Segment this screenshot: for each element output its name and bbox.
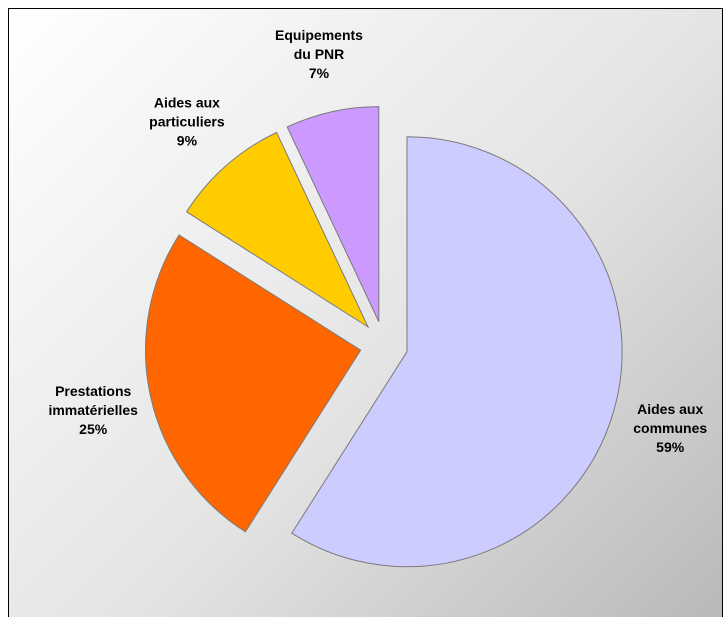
- slice-percent-label: 9%: [177, 133, 198, 149]
- slice-label-0: Aides aux communes 59%: [633, 401, 707, 455]
- slice-label-3: Equipements du PNR 7%: [275, 27, 363, 81]
- slice-name-line: Aides aux: [154, 95, 220, 111]
- pie-slice-3: [286, 106, 380, 322]
- slice-name-line: Equipements: [275, 27, 363, 43]
- slice-percent-label: 59%: [656, 439, 685, 455]
- slice-percent-label: 7%: [309, 65, 330, 81]
- slice-name-line: Prestations: [55, 383, 131, 399]
- slice-label-2: Aides aux particuliers 9%: [149, 95, 225, 149]
- labels-layer: Aides aux communes 59% Prestations immatérie…: [48, 27, 707, 455]
- slice-percent-label: 25%: [79, 421, 108, 437]
- pie-slice-2: [185, 131, 370, 329]
- slice-label-1: Prestations immatérielles 25%: [48, 383, 138, 437]
- slice-name-line: Aides aux: [637, 401, 703, 417]
- pie-slice-0: [291, 136, 623, 568]
- pie-slice-1: [145, 234, 362, 533]
- slice-name-line: communes: [633, 420, 707, 436]
- slices-layer: [145, 106, 623, 568]
- slice-name-line: immatérielles: [48, 402, 138, 418]
- slice-name-line: du PNR: [294, 46, 345, 62]
- slice-name-line: particuliers: [149, 114, 225, 130]
